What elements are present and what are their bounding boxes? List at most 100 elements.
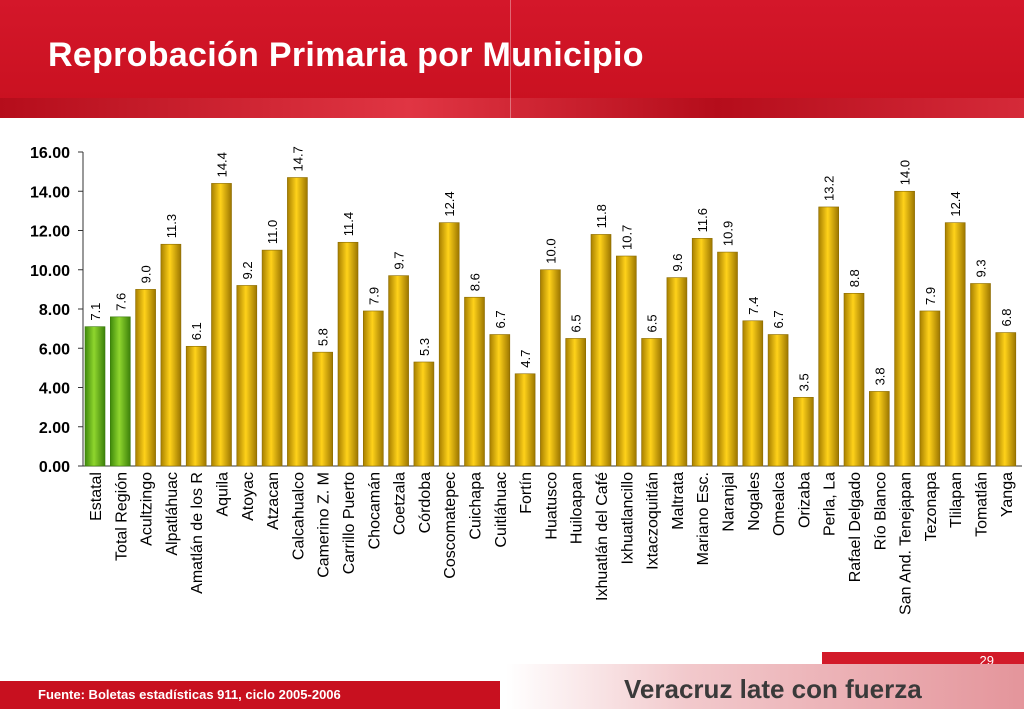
bar [413,361,435,467]
header-band [0,98,1024,118]
x-tick-label: Camerino Z. M [316,472,333,578]
data-label: 13.2 [822,176,837,201]
x-tick-label: Ixtaczoquitlán [645,472,662,570]
y-tick-label: 2.00 [39,420,70,437]
x-tick-label: Río Blanco [872,472,889,550]
x-tick-label: Córdoba [417,472,434,533]
data-label: 14.4 [215,152,230,177]
data-label: 12.4 [442,191,457,216]
data-label: 6.5 [645,314,660,332]
x-tick-label: Aquila [215,472,232,517]
data-label: 6.7 [493,310,508,328]
header-divider [510,0,511,118]
page-title: Reprobación Primaria por Municipio [48,36,644,74]
x-tick-label: Fortín [518,472,535,514]
y-tick-label: 16.00 [30,145,70,162]
data-label: 10.0 [543,238,558,263]
data-label: 14.7 [290,146,305,171]
x-tick-label: Naranjal [721,472,738,532]
bar [717,251,738,467]
data-label: 5.3 [417,338,432,356]
x-tick-label: Tomatlán [974,472,991,537]
data-label: 10.7 [619,225,634,250]
data-label: 8.8 [847,269,862,287]
bar [767,334,789,467]
x-tick-label: Estatal [88,472,105,521]
data-label: 9.2 [240,261,255,279]
bar [565,338,587,467]
x-tick-label: Yanga [999,472,1016,517]
x-tick-label: Amatlán de los R [189,472,206,594]
bar [489,334,511,467]
data-label: 10.9 [721,221,736,246]
bar [287,177,308,467]
bar [388,275,409,467]
data-label: 7.4 [746,297,761,315]
bar [236,285,258,467]
bar [944,222,966,467]
bar [84,326,106,467]
x-tick-label: Coscomatepec [442,472,459,579]
x-tick-label: Carrillo Puerto [341,472,358,574]
data-label: 6.7 [771,310,786,328]
x-tick-label: Total Región [113,472,130,561]
x-tick-label: Orizaba [796,472,813,528]
x-tick-label: Huatusco [543,472,560,540]
x-tick-label: Cuitláhuac [493,472,510,548]
data-label: 7.9 [923,287,938,305]
x-tick-label: Alpatláhuac [164,472,181,556]
x-tick-label: Calcahualco [290,472,307,560]
bar [337,241,359,467]
bar [919,310,941,467]
data-label: 11.0 [265,220,280,244]
data-label: 7.6 [113,293,128,311]
bar [540,269,561,467]
x-tick-label: Acultzingo [139,472,156,546]
x-tick-label: Atoyac [240,472,257,521]
bar [843,292,865,467]
data-label: 4.7 [518,350,533,368]
y-tick-label: 6.00 [39,341,70,358]
x-tick-label: Ixhuatlancillo [619,472,636,565]
slogan-text: Veracruz late con fuerza [624,674,922,704]
data-label: 11.4 [341,212,356,236]
data-label: 12.4 [948,191,963,216]
bar [742,320,764,467]
data-label: 8.6 [468,273,483,291]
x-tick-label: Tezonapa [923,472,940,541]
bar [970,283,991,467]
bar [211,183,232,467]
data-label: 3.5 [796,373,811,391]
x-tick-label: Tlilapan [948,472,965,528]
source-banner: Fuente: Boletas estadísticas 911, ciclo … [0,681,500,709]
bar [312,351,334,467]
bar [868,391,890,467]
bar [666,277,688,467]
y-axis: 0.00 2.00 4.00 6.00 8.00 10.00 12.00 14.00 16.00 [30,145,1022,476]
bar [261,249,283,467]
y-tick-label: 8.00 [39,302,70,319]
bar [514,373,536,467]
bar [438,222,460,467]
bar-chart: 0.00 2.00 4.00 6.00 8.00 10.00 12.00 14.00 16.00… [30,145,1022,615]
bars: 7.1 7.6 9.0 11.3 6.1 14.4 9.2 11.0 14.7 5.8 11.4 7.… [84,146,1017,467]
data-label: 11.8 [594,204,609,228]
x-tick-label: Cuichapa [468,472,485,540]
x-tick-label: Rafael Delgado [847,472,864,582]
x-tick-label: San And. Tenejapan [898,472,915,615]
x-tick-label: Chocamán [366,472,383,549]
x-tick-label: Mariano Esc. [695,472,712,565]
bar [464,296,485,467]
x-tick-label: Huiloapan [569,472,586,544]
x-axis-labels: Estatal Total Región Acultzingo Alpatláhuac… [88,472,1016,615]
data-label: 11.3 [164,214,179,238]
y-tick-label: 10.00 [30,263,70,280]
data-label: 9.7 [392,252,407,270]
data-label: 9.6 [670,254,685,272]
slogan-banner: Veracruz late con fuerza [506,664,1024,709]
bar [641,338,662,467]
bar [691,238,713,467]
data-label: 5.8 [316,328,331,346]
header-banner: Reprobación Primaria por Municipio [0,0,1024,118]
data-label: 3.8 [872,367,887,385]
